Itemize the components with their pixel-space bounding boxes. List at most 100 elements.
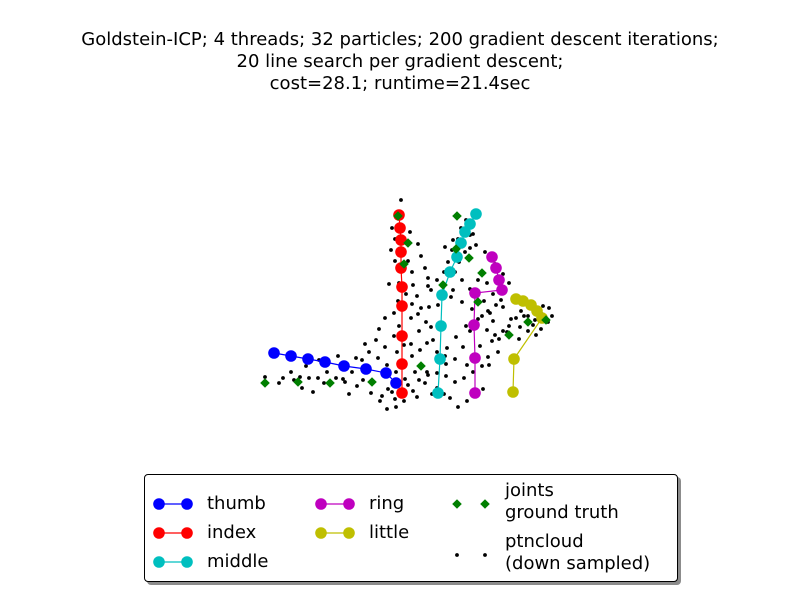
point-cloud-dot-50 [480, 314, 484, 318]
joint-marker-ring-0 [486, 251, 498, 263]
joint-marker-ring-7 [469, 387, 481, 399]
point-cloud-dot-84 [474, 243, 478, 247]
point-cloud-dot-120 [394, 370, 398, 374]
joint-marker-index-1 [394, 222, 406, 234]
legend-index-marker-right [181, 527, 193, 539]
point-cloud-dot-112 [468, 329, 472, 333]
point-cloud-dot-153 [409, 316, 413, 320]
point-cloud-dot-89 [446, 260, 450, 264]
point-cloud-dot-110 [486, 309, 490, 313]
point-cloud-dot-8 [426, 276, 430, 280]
legend-ring-label: ring [369, 493, 405, 514]
legend-joints-marker-1 [480, 499, 490, 509]
point-cloud-dot-54 [445, 346, 449, 350]
point-cloud-dot-36 [402, 399, 406, 403]
point-cloud-dot-142 [453, 380, 457, 384]
point-cloud-dot-165 [497, 337, 501, 341]
series-joints [260, 211, 551, 388]
legend-thumb-marker-left [153, 498, 165, 510]
point-cloud-dot-106 [501, 272, 505, 276]
point-cloud-dot-129 [316, 376, 320, 380]
point-cloud-dot-114 [453, 357, 457, 361]
point-cloud-dot-76 [526, 314, 530, 318]
point-cloud-dot-3 [389, 248, 393, 252]
joint-marker-ring-5 [468, 319, 480, 331]
joint-marker-ring-4 [469, 287, 481, 299]
point-cloud-dot-151 [386, 387, 390, 391]
point-cloud-dot-136 [380, 394, 384, 398]
joint-marker-thumb-2 [302, 353, 314, 365]
point-cloud-dot-41 [456, 405, 460, 409]
series-ring [468, 251, 508, 399]
point-cloud-dot-24 [289, 370, 293, 374]
point-cloud-dot-30 [355, 384, 359, 388]
joint-marker-thumb-3 [319, 356, 331, 368]
point-cloud-dot-122 [376, 356, 380, 360]
point-cloud-dot-135 [347, 392, 351, 396]
series-line-index [398, 214, 403, 393]
point-cloud-dot-34 [385, 407, 389, 411]
joint-marker-ring-3 [496, 284, 508, 296]
point-cloud-dot-124 [360, 358, 364, 362]
ground-truth-marker-8 [452, 211, 462, 221]
point-cloud-dot-64 [491, 292, 495, 296]
point-cloud-dot-47 [490, 339, 494, 343]
chart-title-line-3: cost=28.1; runtime=21.4sec [269, 73, 531, 94]
point-cloud-dot-111 [476, 317, 480, 321]
point-cloud-dot-146 [486, 355, 490, 359]
point-cloud-dot-21 [336, 354, 340, 358]
point-cloud-dot-72 [550, 314, 554, 318]
point-cloud-dot-93 [471, 232, 475, 236]
point-cloud-dot-46 [496, 350, 500, 354]
point-cloud-dot-134 [311, 390, 315, 394]
point-cloud-dot-67 [518, 325, 522, 329]
point-cloud-dot-168 [531, 323, 535, 327]
ground-truth-marker-16 [541, 315, 551, 325]
ground-truth-marker-1 [293, 377, 303, 387]
point-cloud-dot-75 [533, 318, 537, 322]
joint-marker-thumb-7 [390, 377, 402, 389]
point-cloud-dot-92 [426, 284, 430, 288]
point-cloud-dot-144 [471, 370, 475, 374]
point-cloud-dot-60 [460, 300, 464, 304]
point-cloud-dot-80 [501, 329, 505, 333]
point-cloud-dot-172 [387, 282, 391, 286]
point-cloud-dot-102 [443, 245, 447, 249]
point-cloud-dot-5 [416, 242, 420, 246]
ground-truth-marker-11 [464, 253, 474, 263]
point-cloud-dot-42 [465, 399, 469, 403]
point-cloud-dot-31 [361, 378, 365, 382]
point-cloud-dot-98 [451, 288, 455, 292]
joint-marker-middle-7 [435, 320, 447, 332]
joint-marker-little-5 [508, 353, 520, 365]
point-cloud-dot-159 [418, 348, 422, 352]
joint-marker-ring-6 [469, 352, 481, 364]
joint-marker-ring-1 [490, 262, 502, 274]
point-cloud-dot-1 [390, 226, 394, 230]
point-cloud-dot-161 [435, 350, 439, 354]
legend-ptncloud-marker-1 [483, 553, 487, 557]
ground-truth-marker-7 [399, 259, 409, 269]
legend-index-label: index [207, 522, 257, 543]
ground-truth-marker-9 [451, 244, 461, 254]
point-cloud-dot-126 [343, 380, 347, 384]
point-cloud-dot-62 [476, 278, 480, 282]
legend-ptncloud-marker-0 [455, 553, 459, 557]
joint-marker-middle-4 [451, 251, 463, 263]
legend-ptncloud-label-1: (down sampled) [505, 553, 651, 574]
point-cloud-dot-25 [277, 381, 281, 385]
point-cloud-dot-44 [481, 387, 485, 391]
point-cloud-dot-13 [424, 320, 428, 324]
ground-truth-marker-14 [504, 330, 514, 340]
point-cloud-dot-59 [449, 295, 453, 299]
joint-marker-index-5 [396, 281, 408, 293]
point-cloud-dot-15 [409, 342, 413, 346]
point-cloud-dot-164 [478, 344, 482, 348]
point-cloud-dot-169 [541, 304, 545, 308]
point-cloud-dot-180 [416, 312, 420, 316]
point-cloud-dot-119 [403, 377, 407, 381]
point-cloud-dot-143 [462, 376, 466, 380]
point-cloud-dot-141 [444, 374, 448, 378]
joint-marker-thumb-5 [360, 363, 372, 375]
